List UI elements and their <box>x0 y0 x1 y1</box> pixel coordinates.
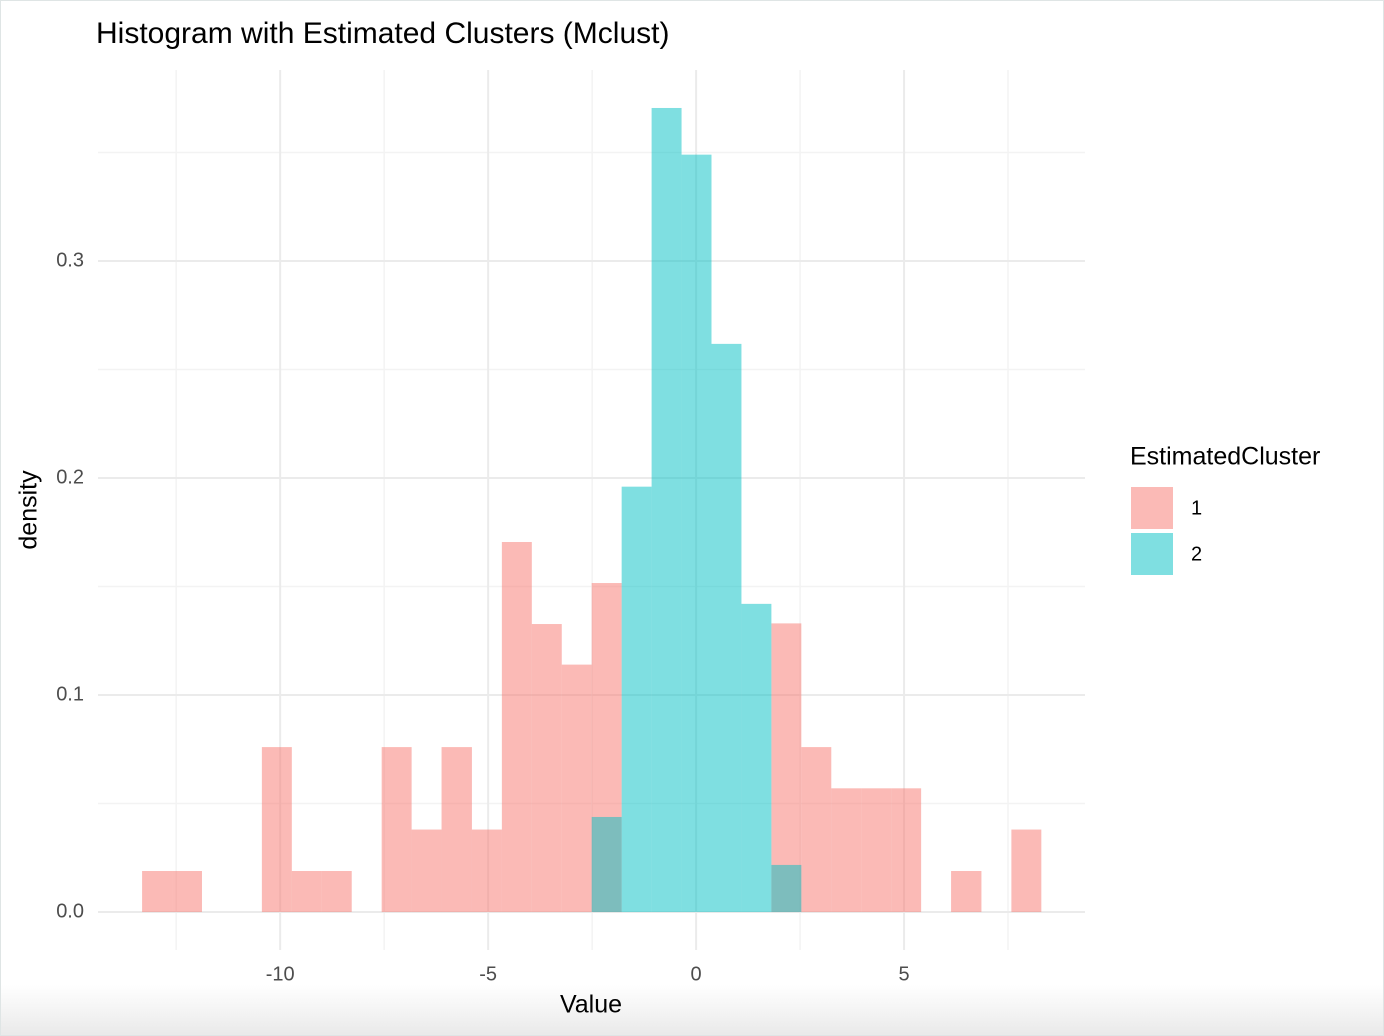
histogram-bar <box>771 864 802 913</box>
bottom-fade <box>0 985 1384 1036</box>
histogram-bar <box>261 747 292 913</box>
histogram-bar <box>561 664 592 913</box>
y-tick-label: 0.3 <box>56 249 84 271</box>
histogram-bar <box>172 871 202 913</box>
histogram-bar <box>861 788 892 913</box>
histogram-bar <box>891 788 922 913</box>
histogram-bar <box>291 871 322 913</box>
y-axis-title: density <box>15 470 43 550</box>
histogram-bar <box>321 871 352 913</box>
histogram-bar <box>801 747 832 913</box>
x-tick-label: -5 <box>479 963 497 985</box>
x-axis-title: Value <box>560 991 622 1019</box>
histogram-bar <box>951 871 982 913</box>
histogram-bar <box>411 829 442 913</box>
histogram-bar <box>771 623 802 913</box>
histogram-bar <box>142 871 173 913</box>
legend-key <box>1131 487 1173 529</box>
histogram-bar <box>381 747 412 913</box>
histogram-bar <box>531 624 562 913</box>
y-tick-label: 0.1 <box>56 683 84 705</box>
histogram-bar <box>651 107 682 913</box>
histogram-bar <box>831 788 862 913</box>
histogram-bar <box>441 747 472 913</box>
x-tick-label: 0 <box>691 963 702 985</box>
histogram-bar <box>621 486 652 913</box>
y-tick-label: 0.2 <box>56 466 84 488</box>
histogram-bar <box>471 829 502 913</box>
x-tick-label: 5 <box>899 963 910 985</box>
legend-label: 2 <box>1191 543 1202 565</box>
legend-key <box>1131 533 1173 575</box>
chart-title: Histogram with Estimated Clusters (Mclus… <box>96 17 669 50</box>
x-tick-label: -10 <box>266 963 295 985</box>
histogram-bar <box>711 343 742 913</box>
histogram-bar <box>591 816 622 913</box>
histogram-bar <box>681 154 712 913</box>
legend-title: EstimatedCluster <box>1130 443 1320 471</box>
histogram-bar <box>501 542 532 913</box>
histogram-bar <box>1011 829 1042 913</box>
y-tick-label: 0.0 <box>56 900 84 922</box>
legend-label: 1 <box>1191 497 1202 519</box>
histogram-bar <box>741 603 772 913</box>
